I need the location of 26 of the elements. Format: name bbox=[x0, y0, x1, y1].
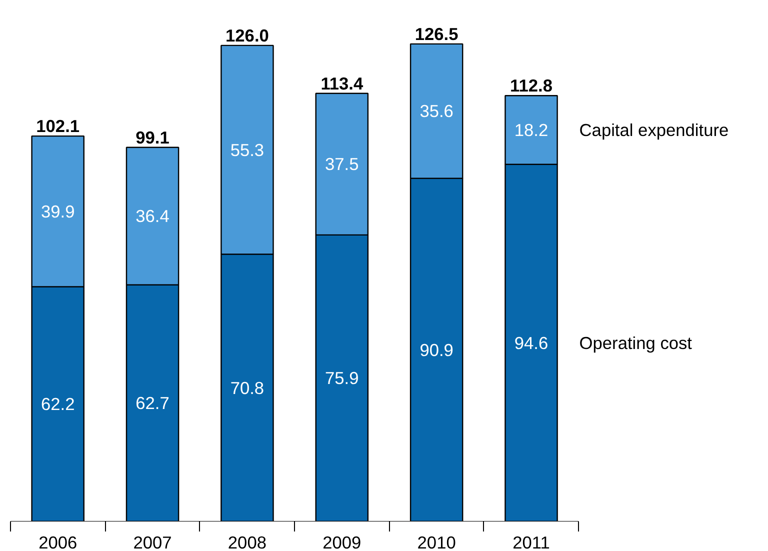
data-label: 90.9 bbox=[420, 340, 454, 360]
total-label: 113.4 bbox=[320, 73, 364, 94]
data-label: 18.2 bbox=[514, 120, 548, 140]
x-tick-label: 2009 bbox=[322, 532, 362, 551]
data-label: 36.4 bbox=[136, 206, 170, 226]
data-label: 94.6 bbox=[514, 332, 548, 353]
x-tick-label: 2011 bbox=[512, 532, 550, 551]
series-label: Capital expenditure bbox=[579, 120, 729, 140]
total-label: 126.0 bbox=[226, 25, 269, 46]
x-tick-label: 2008 bbox=[228, 532, 266, 551]
data-label: 62.2 bbox=[40, 394, 75, 414]
data-label: 62.7 bbox=[136, 393, 170, 414]
total-label: 126.5 bbox=[414, 24, 459, 44]
data-label: 35.6 bbox=[420, 101, 454, 122]
total-label: 102.1 bbox=[36, 116, 80, 136]
data-label: 37.5 bbox=[325, 154, 359, 174]
series-label: Operating cost bbox=[579, 332, 692, 353]
x-tick-label: 2007 bbox=[133, 532, 172, 551]
data-label: 39.9 bbox=[40, 201, 75, 222]
x-tick-label: 2010 bbox=[417, 532, 456, 551]
data-label: 70.8 bbox=[230, 378, 264, 398]
x-tick-label: 2006 bbox=[38, 532, 78, 551]
data-label: 75.9 bbox=[325, 368, 359, 388]
total-label: 99.1 bbox=[136, 127, 170, 148]
total-label: 112.8 bbox=[510, 76, 553, 96]
data-label: 55.3 bbox=[230, 140, 264, 160]
